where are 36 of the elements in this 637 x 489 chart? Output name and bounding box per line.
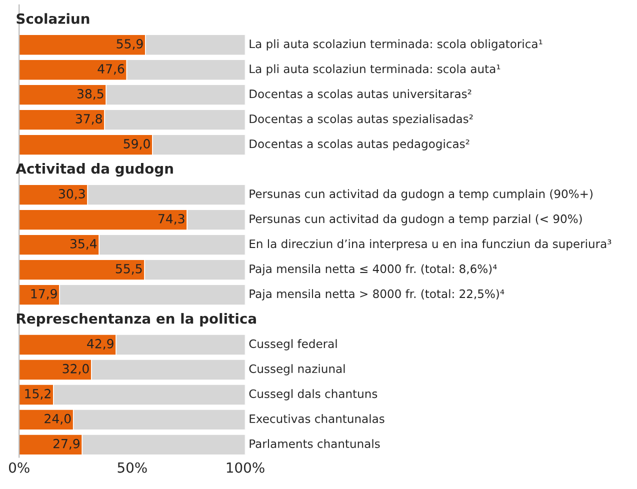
data-label: 32,0 — [62, 364, 89, 375]
data-label: 35,4 — [70, 238, 97, 250]
y-tick-label: La pli auta scolaziun terminada: scola obligatorica¹ — [250, 39, 542, 50]
data-label: 15,2 — [25, 388, 50, 400]
data-label: 55,9 — [116, 39, 143, 50]
y-tick-label: Docentas a scolas autas spezialisadas² — [250, 114, 473, 126]
y-tick-label: Scolaziun — [16, 13, 90, 24]
data-label: 37,8 — [76, 114, 102, 125]
y-tick-label: Persunas cun activitad da gudogn a temp parzial (< 90%) — [250, 214, 582, 226]
y-tick-label: Cussegl naziunal — [249, 364, 345, 376]
y-tick-label: Docentas a scolas autas universitaras² — [250, 89, 472, 98]
data-label: 59,0 — [124, 139, 150, 150]
y-tick-label: Docentas a scolas autas pedagogicas² — [250, 139, 470, 150]
y-tick-label: Executivas chantunalas — [250, 414, 384, 424]
y-tick-label: Activitad da gudogn — [16, 163, 173, 177]
data-label: 74,3 — [158, 214, 184, 225]
data-label: 17,9 — [31, 288, 57, 300]
x-tick-label: 0% — [9, 462, 30, 473]
y-tick-label: Paja mensila netta ≤ 4000 fr. (total: 8,6%)⁴ — [250, 264, 497, 276]
y-tick-label: Persunas cun activitad da gudogn a temp cumplain (90%+) — [250, 189, 592, 200]
data-label: 38,5 — [77, 89, 104, 100]
data-label: 24,0 — [44, 414, 71, 425]
y-tick-label: Cussegl federal — [249, 339, 337, 350]
y-tick-label: En la direcziun d’ina interpresa u en ina funcziun da superiura³ — [250, 239, 612, 250]
y-tick-label: Cussegl dals chantuns — [249, 389, 378, 400]
x-tick-label: 50% — [118, 462, 147, 473]
y-tick-label: Paja mensila netta > 8000 fr. (total: 22,5%)⁴ — [250, 289, 504, 300]
y-tick-label: Parlaments chantunals — [250, 439, 380, 448]
data-label: 42,9 — [87, 338, 114, 350]
data-label: 27,9 — [53, 438, 80, 450]
y-tick-label: La pli auta scolaziun terminada: scola auta¹ — [250, 64, 500, 76]
data-label: 47,6 — [98, 64, 124, 75]
y-tick-label: Represchentanza en la politica — [16, 313, 256, 326]
data-label: 30,3 — [58, 188, 85, 200]
x-tick-label: 100% — [226, 462, 264, 473]
data-label: 55,5 — [116, 264, 142, 275]
